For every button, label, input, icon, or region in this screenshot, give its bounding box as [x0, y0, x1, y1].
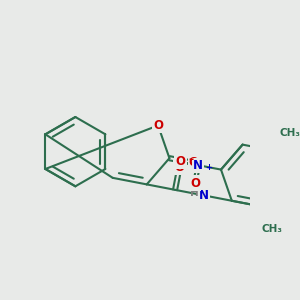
Text: CH₃: CH₃	[280, 128, 300, 138]
Text: O: O	[153, 119, 163, 132]
Text: CH₃: CH₃	[261, 224, 282, 234]
Text: O: O	[190, 176, 200, 190]
Text: N: N	[198, 189, 208, 202]
Text: H: H	[190, 188, 199, 198]
Text: O: O	[176, 155, 185, 168]
Text: N: N	[193, 159, 203, 172]
Text: O: O	[189, 156, 199, 170]
Text: O: O	[175, 161, 184, 174]
Text: -: -	[188, 153, 193, 166]
Text: +: +	[205, 163, 212, 172]
